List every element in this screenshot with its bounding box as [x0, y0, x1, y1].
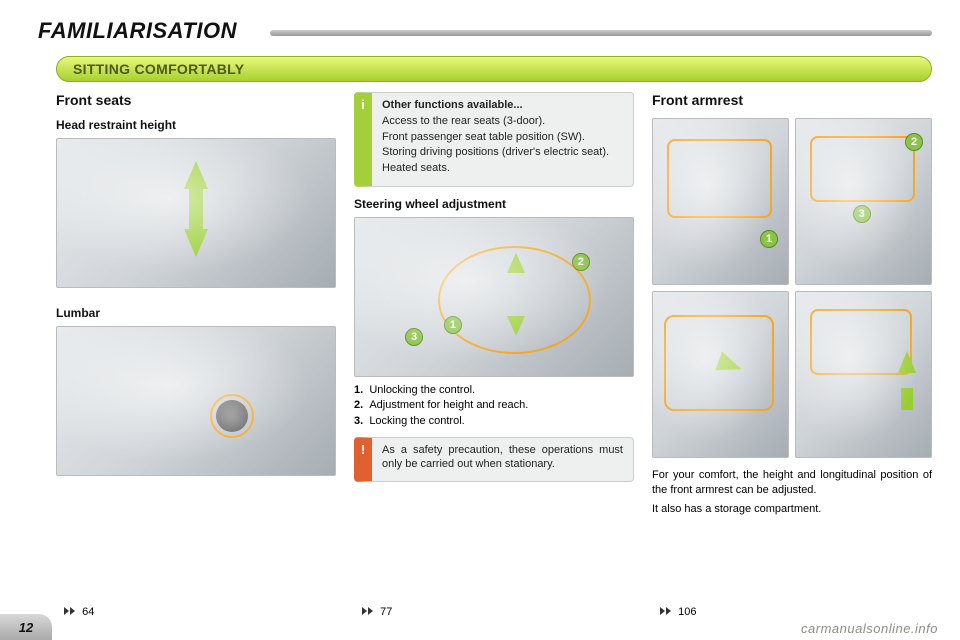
info-line-2: Front passenger seat table position (SW)… — [382, 131, 623, 145]
pageref-3: 106 — [660, 606, 696, 618]
steering-steps: 1. Unlocking the control. 2. Adjustment … — [354, 383, 634, 429]
info-title: Other functions available... — [382, 99, 623, 113]
warning-text: As a safety precaution, these operations… — [382, 444, 623, 472]
pageref-2: 77 — [362, 606, 392, 618]
chevron-right-icon — [368, 607, 373, 615]
armrest-image-4 — [795, 291, 932, 458]
armrest-marker-2: 2 — [905, 133, 923, 151]
section-bar: SITTING COMFORTABLY — [56, 56, 932, 82]
armrest-image-1: 1 — [652, 118, 789, 285]
lumbar-image — [56, 326, 336, 476]
head-restraint-image — [56, 138, 336, 288]
page-number: 12 — [0, 614, 52, 640]
armrest-desc-1: For your comfort, the height and longitu… — [652, 468, 932, 498]
info-box: i Other functions available... Access to… — [354, 92, 634, 187]
armrest-desc-2: It also has a storage compartment. — [652, 502, 932, 517]
chevron-right-icon — [64, 607, 69, 615]
steering-marker-3: 3 — [405, 328, 423, 346]
head-restraint-heading: Head restraint height — [56, 118, 336, 132]
steering-image: 1 2 3 — [354, 217, 634, 377]
armrest-image-3 — [652, 291, 789, 458]
col-armrest: Front armrest 1 2 3 — [652, 92, 932, 517]
title-rule — [270, 30, 932, 36]
armrest-image-2: 2 3 — [795, 118, 932, 285]
section-bar-label: SITTING COMFORTABLY — [73, 61, 244, 77]
manual-page: FAMILIARISATION SITTING COMFORTABLY Fron… — [0, 0, 960, 640]
chevron-right-icon — [666, 607, 671, 615]
armrest-grid: 1 2 3 — [652, 118, 932, 458]
chevron-right-icon — [70, 607, 75, 615]
steering-marker-1: 1 — [444, 316, 462, 334]
info-icon: i — [357, 97, 369, 112]
info-line-4: Heated seats. — [382, 162, 623, 176]
col-front-seats: Front seats Head restraint height Lumbar — [56, 92, 336, 517]
warning-icon: ! — [357, 442, 369, 457]
content-columns: Front seats Head restraint height Lumbar… — [38, 92, 932, 517]
steering-heading: Steering wheel adjustment — [354, 197, 634, 211]
step-2: 2. Adjustment for height and reach. — [354, 398, 634, 413]
front-seats-heading: Front seats — [56, 92, 336, 108]
chevron-right-icon — [660, 607, 665, 615]
info-line-3: Storing driving positions (driver's elec… — [382, 146, 623, 160]
step-1: 1. Unlocking the control. — [354, 383, 634, 398]
steering-marker-2: 2 — [572, 253, 590, 271]
chevron-right-icon — [362, 607, 367, 615]
warning-box: ! As a safety precaution, these operatio… — [354, 437, 634, 483]
pageref-1: 64 — [64, 606, 94, 618]
step-3: 3. Locking the control. — [354, 414, 634, 429]
info-line-1: Access to the rear seats (3-door). — [382, 115, 623, 129]
armrest-heading: Front armrest — [652, 92, 932, 108]
watermark: carmanualsonline.info — [801, 621, 938, 636]
armrest-marker-1: 1 — [760, 230, 778, 248]
armrest-marker-3: 3 — [853, 205, 871, 223]
col-steering: i Other functions available... Access to… — [354, 92, 634, 517]
lumbar-heading: Lumbar — [56, 306, 336, 320]
